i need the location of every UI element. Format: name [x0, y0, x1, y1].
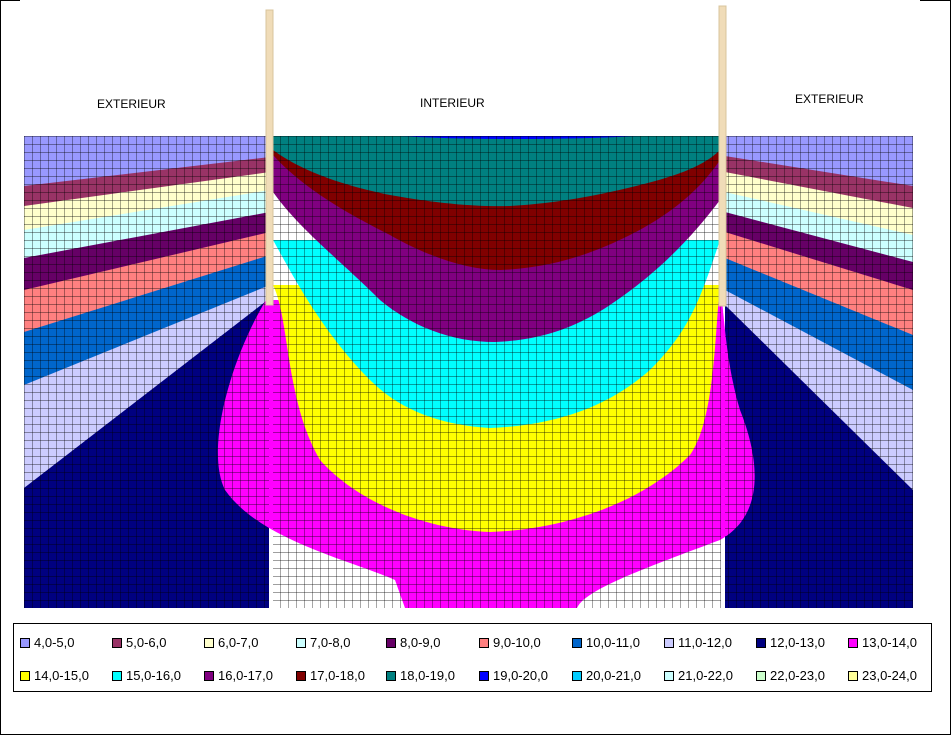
legend-item: 7,0-8,0: [296, 635, 350, 650]
legend-swatch: [479, 637, 489, 648]
legend-label: 12,0-13,0: [770, 635, 825, 650]
legend-item: 16,0-17,0: [204, 668, 273, 683]
legend-swatch: [386, 670, 396, 681]
legend-swatch: [479, 670, 489, 681]
legend-label: 6,0-7,0: [218, 635, 259, 650]
legend-swatch: [664, 637, 674, 648]
legend-item: 22,0-23,0: [756, 668, 825, 683]
center-grid: [273, 136, 721, 608]
right-wall-post: [718, 5, 727, 307]
legend-label: 15,0-16,0: [126, 668, 181, 683]
legend-swatch: [386, 637, 396, 648]
label-right-exterior: EXTERIEUR: [795, 92, 864, 106]
legend-item: 13,0-14,0: [848, 635, 917, 650]
legend-label: 14,0-15,0: [34, 668, 89, 683]
legend-swatch: [756, 637, 766, 648]
legend-item: 12,0-13,0: [756, 635, 825, 650]
legend-label: 9,0-10,0: [493, 635, 541, 650]
legend-swatch: [20, 637, 30, 648]
legend-label: 5,0-6,0: [126, 635, 167, 650]
legend-label: 16,0-17,0: [218, 668, 273, 683]
left-grid: [24, 136, 269, 608]
legend-swatch: [112, 670, 122, 681]
legend-item: 17,0-18,0: [296, 668, 365, 683]
left-wall-post: [265, 9, 274, 306]
legend-item: 21,0-22,0: [664, 668, 733, 683]
legend-label: 22,0-23,0: [770, 668, 825, 683]
legend-item: 19,0-20,0: [479, 668, 548, 683]
legend-label: 18,0-19,0: [400, 668, 455, 683]
legend-label: 23,0-24,0: [862, 668, 917, 683]
legend-item: 18,0-19,0: [386, 668, 455, 683]
legend-item: 23,0-24,0: [848, 668, 917, 683]
label-interior: INTERIEUR: [420, 96, 485, 110]
legend-label: 17,0-18,0: [310, 668, 365, 683]
legend-item: 8,0-9,0: [386, 635, 440, 650]
right-grid: [725, 136, 913, 608]
legend-item: 6,0-7,0: [204, 635, 258, 650]
legend-swatch: [296, 637, 306, 648]
legend-item: 11,0-12,0: [664, 635, 732, 650]
legend-label: 19,0-20,0: [493, 668, 548, 683]
legend-swatch: [112, 637, 122, 648]
legend-item: 15,0-16,0: [112, 668, 181, 683]
legend-swatch: [572, 637, 582, 648]
legend-swatch: [204, 637, 214, 648]
legend-swatch: [848, 670, 858, 681]
legend-label: 20,0-21,0: [586, 668, 641, 683]
legend-label: 21,0-22,0: [678, 668, 733, 683]
legend-label: 4,0-5,0: [34, 635, 75, 650]
legend-label: 11,0-12,0: [678, 635, 732, 650]
legend-label: 10,0-11,0: [586, 635, 640, 650]
legend: 4,0-5,0 5,0-6,0 6,0-7,0 7,0-8,0 8,0-9,0 9,0-1…: [13, 623, 932, 692]
legend-swatch: [848, 637, 858, 648]
legend-item: 10,0-11,0: [572, 635, 640, 650]
legend-swatch: [20, 670, 30, 681]
legend-label: 13,0-14,0: [862, 635, 917, 650]
legend-item: 9,0-10,0: [479, 635, 541, 650]
legend-swatch: [204, 670, 214, 681]
legend-swatch: [756, 670, 766, 681]
legend-swatch: [664, 670, 674, 681]
legend-label: 7,0-8,0: [310, 635, 351, 650]
legend-item: 4,0-5,0: [20, 635, 74, 650]
label-left-exterior: EXTERIEUR: [97, 97, 166, 111]
legend-item: 5,0-6,0: [112, 635, 166, 650]
legend-item: 20,0-21,0: [572, 668, 641, 683]
legend-label: 8,0-9,0: [400, 635, 441, 650]
legend-swatch: [572, 670, 582, 681]
legend-swatch: [296, 670, 306, 681]
legend-item: 14,0-15,0: [20, 668, 89, 683]
